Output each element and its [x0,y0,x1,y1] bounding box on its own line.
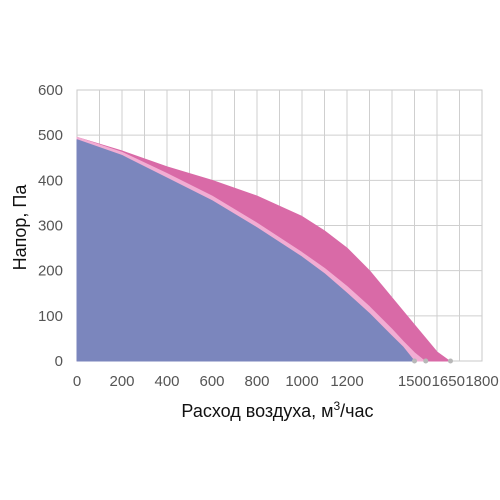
x-axis-ticks: 0 200 400 600 800 1000 1200 1500 1650 1800 [73,373,499,390]
y-tick-label: 100 [38,308,63,325]
series-end-point-2 [423,358,429,364]
series-end-point-1 [448,358,453,364]
x-tick-label: 1200 [330,373,363,390]
x-tick-label: 600 [199,373,224,390]
x-tick-label: 1000 [285,373,318,390]
x-axis-title: Расход воздуха, м3/час [181,399,373,421]
y-tick-label: 0 [55,353,63,370]
x-tick-label: 1650 [432,373,465,390]
x-tick-label: 0 [73,373,81,390]
series-layer [76,136,453,364]
y-tick-label: 300 [38,218,63,235]
x-tick-label: 800 [244,373,269,390]
y-axis-title: Напор, Па [10,184,30,271]
series-area-3 [76,139,415,362]
y-tick-label: 600 [38,82,63,99]
y-tick-label: 500 [38,127,63,144]
y-tick-label: 200 [38,263,63,280]
x-tick-label: 1500 [398,373,431,390]
x-tick-label: 400 [154,373,179,390]
y-axis-ticks: 0 100 200 300 400 500 600 [38,82,63,370]
y-tick-label: 400 [38,172,63,189]
x-tick-label: 200 [109,373,134,390]
series-end-point-3 [412,358,417,364]
x-tick-label: 1800 [465,373,498,390]
